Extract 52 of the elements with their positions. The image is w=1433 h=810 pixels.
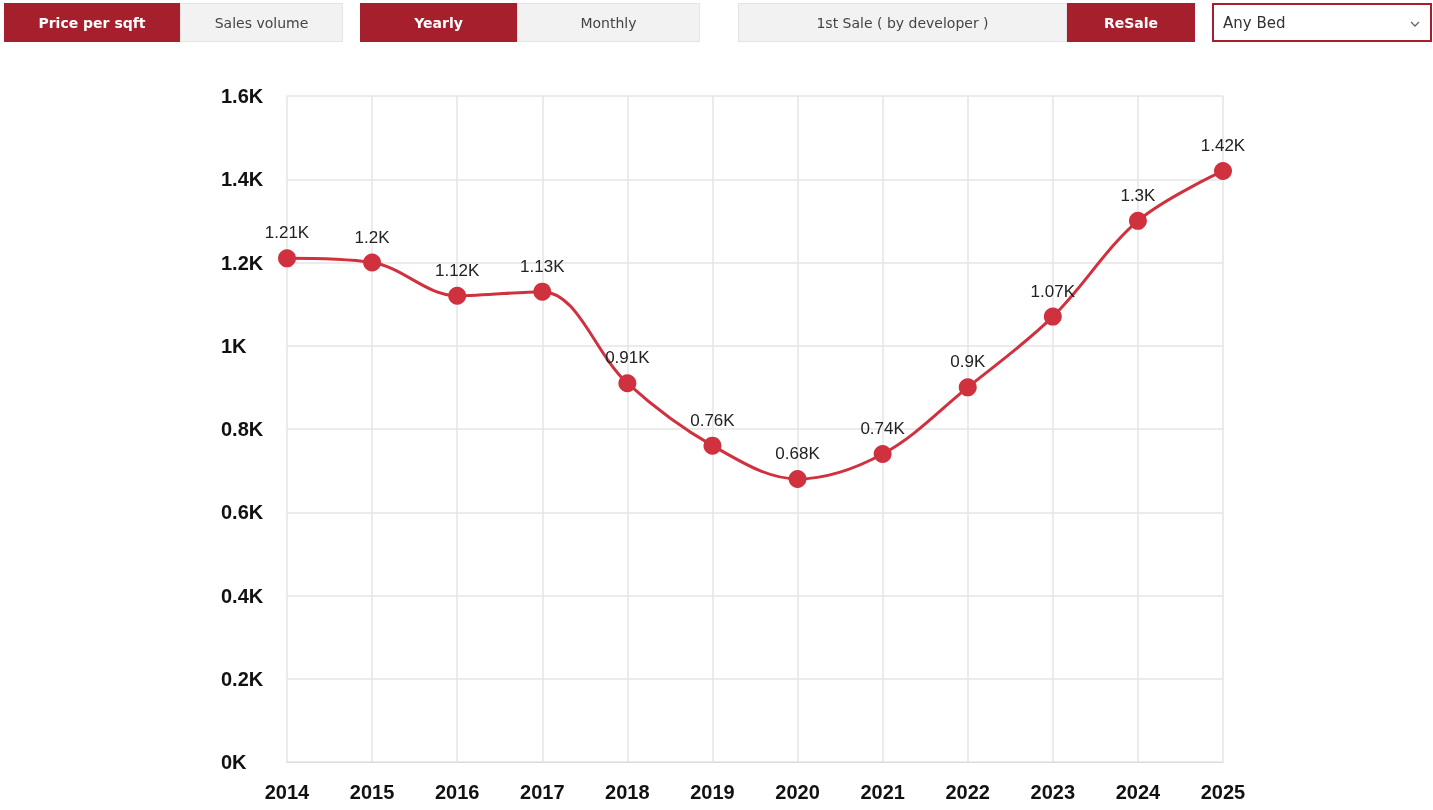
point	[618, 374, 637, 393]
point	[1043, 307, 1062, 326]
x-tick-label: 2025	[1200, 781, 1246, 803]
y-tick-label: 1.6K	[221, 85, 264, 107]
y-tick-label: 0.2K	[221, 667, 264, 690]
x-tick-label: 2021	[860, 781, 905, 803]
text: 1st Sale ( by developer )	[816, 14, 989, 31]
x-tick-label: 2020	[775, 781, 820, 803]
text: Sales volume	[214, 14, 309, 31]
point	[448, 286, 467, 305]
x-tick-label: 2014	[264, 781, 311, 803]
text: Price per sqft	[38, 14, 146, 31]
data-label: 0.76K	[690, 410, 736, 430]
point	[278, 249, 296, 268]
y-tick-label: 1.4K	[221, 168, 264, 191]
text: ReSale	[1103, 14, 1159, 31]
data-label: 1.42K	[1200, 135, 1246, 155]
x-tick-label: 2017	[520, 781, 565, 803]
point	[958, 378, 977, 397]
point	[533, 282, 552, 301]
y-tick-label: 0.4K	[221, 584, 264, 607]
data-label: 1.07K	[1030, 281, 1076, 301]
data-label: 0.91K	[605, 348, 651, 368]
x-tick-label: 2018	[605, 781, 650, 803]
x-tick-label: 2023	[1030, 781, 1076, 803]
x-tick-label: 2019	[690, 781, 735, 803]
data-label: 1.21K	[264, 223, 310, 243]
x-tick-label: 2016	[434, 781, 480, 803]
data-label: 0.9K	[950, 352, 986, 372]
data-label: 0.74K	[860, 418, 906, 438]
x-tick-label: 2015	[349, 781, 395, 803]
data-label: 1.13K	[520, 256, 566, 276]
point	[703, 436, 722, 455]
point	[788, 469, 807, 488]
y-tick-label: 0K	[221, 751, 248, 773]
point	[1214, 161, 1232, 180]
x-tick-label: 2024	[1115, 781, 1162, 803]
data-label: 1.3K	[1120, 185, 1157, 205]
y-tick-label: 1.2K	[221, 251, 264, 274]
y-tick-label: 0.8K	[221, 418, 264, 440]
text: Yearly	[414, 14, 463, 31]
point	[363, 253, 382, 272]
data-label: 1.2K	[354, 227, 391, 247]
data-label: 0.68K	[775, 443, 821, 463]
text: Any Bed	[1223, 13, 1286, 32]
point	[873, 444, 892, 463]
x-tick-label: 2022	[945, 781, 990, 803]
text: Monthly	[580, 14, 637, 31]
data-label: 1.12K	[434, 260, 481, 280]
y-tick-label: 1K	[221, 334, 248, 357]
y-tick-label: 0.6K	[221, 501, 264, 524]
point	[1128, 211, 1147, 230]
